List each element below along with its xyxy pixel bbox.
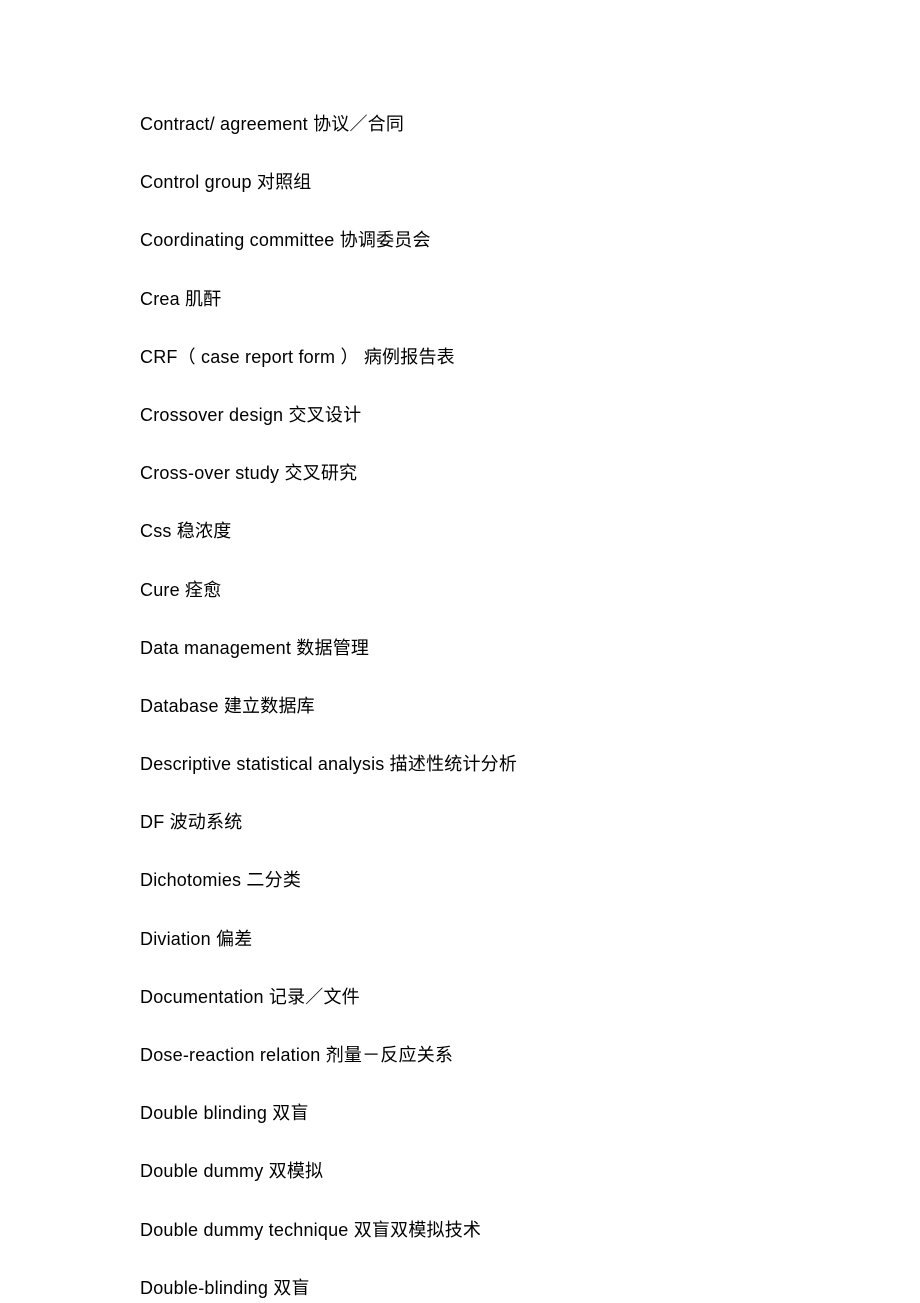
term-item: Double dummy 双模拟 (140, 1159, 780, 1184)
glossary-list: Contract/ agreement 协议／合同 Control group … (140, 112, 780, 1301)
term-item: Crossover design 交叉设计 (140, 403, 780, 428)
term-item: Double dummy technique 双盲双模拟技术 (140, 1218, 780, 1243)
term-item: Crea 肌酐 (140, 287, 780, 312)
term-item: Css 稳浓度 (140, 519, 780, 544)
term-item: Cure 痊愈 (140, 578, 780, 603)
term-item: Data management 数据管理 (140, 636, 780, 661)
term-item: Double blinding 双盲 (140, 1101, 780, 1126)
term-item: Descriptive statistical analysis 描述性统计分析 (140, 752, 780, 777)
term-item: Diviation 偏差 (140, 927, 780, 952)
term-item: Cross-over study 交叉研究 (140, 461, 780, 486)
term-item: Contract/ agreement 协议／合同 (140, 112, 780, 137)
term-item: Double-blinding 双盲 (140, 1276, 780, 1301)
term-item: Dichotomies 二分类 (140, 868, 780, 893)
term-item: Control group 对照组 (140, 170, 780, 195)
term-item: Database 建立数据库 (140, 694, 780, 719)
term-item: CRF（ case report form ） 病例报告表 (140, 345, 780, 370)
term-item: Coordinating committee 协调委员会 (140, 228, 780, 253)
term-item: Documentation 记录／文件 (140, 985, 780, 1010)
term-item: Dose-reaction relation 剂量－反应关系 (140, 1043, 780, 1068)
term-item: DF 波动系统 (140, 810, 780, 835)
